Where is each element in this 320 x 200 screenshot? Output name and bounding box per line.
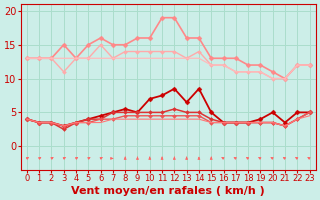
- X-axis label: Vent moyen/en rafales ( km/h ): Vent moyen/en rafales ( km/h ): [71, 186, 265, 196]
